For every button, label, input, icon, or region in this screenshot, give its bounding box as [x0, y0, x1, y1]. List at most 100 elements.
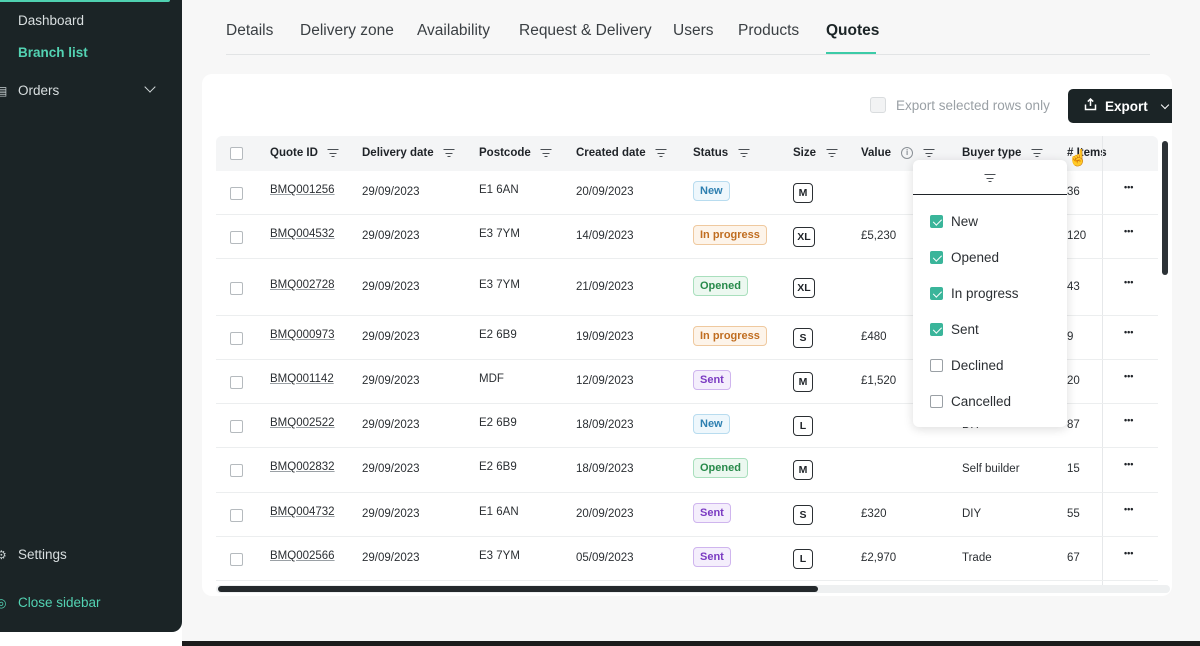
status-filter-checkbox[interactable]	[930, 359, 943, 372]
export-button[interactable]: Export	[1068, 89, 1172, 123]
column-header-value[interactable]: Value i	[861, 147, 934, 159]
table-row[interactable]: BMQ002728 29/09/2023 E3 7YM 21/09/2023 Opene…	[216, 259, 1158, 316]
table-row[interactable]: BMQ004732 29/09/2023 E1 6AN 20/09/2023 Sent S…	[216, 493, 1158, 537]
row-actions-menu-icon[interactable]: •••	[1124, 182, 1134, 192]
postcode: E1 6AN	[479, 506, 519, 518]
row-actions-menu-icon[interactable]: •••	[1124, 548, 1134, 558]
select-all-checkbox[interactable]	[230, 147, 243, 160]
buyer-type: Self builder	[962, 463, 1020, 475]
quote-id-link[interactable]: BMQ002566	[270, 550, 335, 562]
sidebar-item-settings[interactable]: ⚙ Settings	[0, 547, 67, 562]
status-filter-option[interactable]: Declined	[930, 358, 1004, 373]
horizontal-scrollbar-thumb[interactable]	[218, 586, 818, 592]
column-header-items[interactable]: # Items	[1067, 147, 1107, 159]
column-header-created-date[interactable]: Created date	[576, 147, 667, 159]
delivery-date: 29/09/2023	[362, 281, 420, 293]
delivery-date: 29/09/2023	[362, 186, 420, 198]
filter-icon[interactable]	[656, 149, 667, 157]
row-actions-menu-icon[interactable]: •••	[1124, 226, 1134, 236]
row-checkbox[interactable]	[230, 187, 243, 200]
sidebar-item-branch-list[interactable]: Branch list	[18, 45, 88, 60]
row-actions-menu-icon[interactable]: •••	[1124, 504, 1134, 514]
sidebar-active-indicator	[0, 0, 170, 2]
row-checkbox[interactable]	[230, 420, 243, 433]
tab-quotes[interactable]: Quotes	[826, 22, 880, 39]
column-header-delivery-date[interactable]: Delivery date	[362, 147, 455, 159]
table-row[interactable]: BMQ004532 29/09/2023 E3 7YM 14/09/2023 In pr…	[216, 215, 1158, 259]
table-row[interactable]: BMQ001256 29/09/2023 E1 6AN 20/09/2023 New M 3…	[216, 171, 1158, 215]
row-checkbox[interactable]	[230, 553, 243, 566]
chevron-down-icon[interactable]	[144, 81, 156, 93]
sidebar-item-dashboard[interactable]: Dashboard	[18, 13, 84, 28]
quote-id-link[interactable]: BMQ002832	[270, 461, 335, 473]
tab-details[interactable]: Details	[226, 22, 274, 39]
row-actions-menu-icon[interactable]: •••	[1124, 371, 1134, 381]
row-checkbox[interactable]	[230, 332, 243, 345]
quote-id-link[interactable]: BMQ004732	[270, 506, 335, 518]
close-sidebar-button[interactable]: ◎ Close sidebar	[0, 595, 101, 610]
status-filter-option[interactable]: Opened	[930, 250, 999, 265]
row-actions-menu-icon[interactable]: •••	[1124, 415, 1134, 425]
row-actions-menu-icon[interactable]: •••	[1124, 277, 1134, 287]
tab-delivery-zone[interactable]: Delivery zone	[300, 22, 394, 39]
status-filter-checkbox[interactable]	[930, 287, 943, 300]
row-checkbox[interactable]	[230, 282, 243, 295]
column-header-buyer-type[interactable]: Buyer type	[962, 147, 1042, 159]
table-row[interactable]: BMQ001142 29/09/2023 MDF 12/09/2023 Sent M £1,…	[216, 360, 1158, 404]
quote-id-link[interactable]: BMQ001256	[270, 184, 335, 196]
orders-icon: ▤	[0, 83, 8, 98]
row-checkbox[interactable]	[230, 509, 243, 522]
quote-id-link[interactable]: BMQ001142	[270, 373, 334, 385]
status-filter-checkbox[interactable]	[930, 395, 943, 408]
row-checkbox[interactable]	[230, 376, 243, 389]
filter-icon[interactable]	[444, 149, 455, 157]
item-count: 36	[1067, 186, 1080, 198]
column-header-status[interactable]: Status	[693, 147, 749, 159]
column-header-postcode[interactable]: Postcode	[479, 147, 552, 159]
quote-id-link[interactable]: BMQ004532	[270, 228, 335, 240]
filter-icon[interactable]	[541, 149, 552, 157]
status-filter-option[interactable]: In progress	[930, 286, 1019, 301]
size-badge: L	[793, 549, 813, 569]
status-filter-checkbox[interactable]	[930, 215, 943, 228]
status-filter-label: In progress	[951, 286, 1019, 301]
status-filter-option[interactable]: Sent	[930, 322, 979, 337]
tab-request-delivery[interactable]: Request & Delivery	[519, 22, 652, 39]
delivery-date: 29/09/2023	[362, 375, 420, 387]
row-actions-menu-icon[interactable]: •••	[1124, 327, 1134, 337]
info-icon[interactable]: i	[901, 147, 914, 159]
row-checkbox[interactable]	[230, 231, 243, 244]
status-filter-option[interactable]: New	[930, 214, 978, 229]
row-checkbox[interactable]	[230, 464, 243, 477]
export-selected-checkbox[interactable]	[870, 97, 886, 113]
tab-users[interactable]: Users	[673, 22, 714, 39]
quote-id-link[interactable]: BMQ000973	[270, 329, 335, 341]
table-row[interactable]: BMQ002566 29/09/2023 E3 7YM 05/09/2023 Sent L…	[216, 537, 1158, 581]
table-row[interactable]: BMQ002832 29/09/2023 E2 6B9 18/09/2023 Opene…	[216, 448, 1158, 493]
size-badge: M	[793, 460, 813, 480]
quote-id-link[interactable]: BMQ002728	[270, 279, 335, 291]
size-badge: XL	[793, 278, 815, 298]
status-filter-checkbox[interactable]	[930, 251, 943, 264]
filter-icon[interactable]	[826, 149, 837, 157]
tab-products[interactable]: Products	[738, 22, 800, 39]
filter-icon[interactable]	[328, 149, 339, 157]
table-row[interactable]: BMQ000973 29/09/2023 E2 6B9 19/09/2023 In pr…	[216, 316, 1158, 360]
status-filter-checkbox[interactable]	[930, 323, 943, 336]
gear-icon: ⚙	[0, 547, 7, 562]
filter-icon[interactable]	[923, 149, 934, 157]
quote-id-link[interactable]: BMQ002522	[270, 417, 335, 429]
sidebar-item-label: Close sidebar	[18, 595, 101, 610]
column-header-quote-id[interactable]: Quote ID	[270, 147, 339, 159]
filter-icon[interactable]	[1031, 149, 1042, 157]
column-header-size[interactable]: Size	[793, 147, 837, 159]
vertical-scrollbar-thumb[interactable]	[1162, 141, 1168, 275]
sidebar-item-orders[interactable]: ▤ Orders	[0, 83, 60, 98]
delivery-date: 29/09/2023	[362, 230, 420, 242]
filter-icon[interactable]	[738, 149, 749, 157]
row-actions-menu-icon[interactable]: •••	[1124, 459, 1134, 469]
created-date: 20/09/2023	[576, 508, 634, 520]
sidebar-item-label: Orders	[18, 83, 60, 98]
tab-availability[interactable]: Availability	[417, 22, 490, 39]
status-filter-option[interactable]: Cancelled	[930, 394, 1011, 409]
